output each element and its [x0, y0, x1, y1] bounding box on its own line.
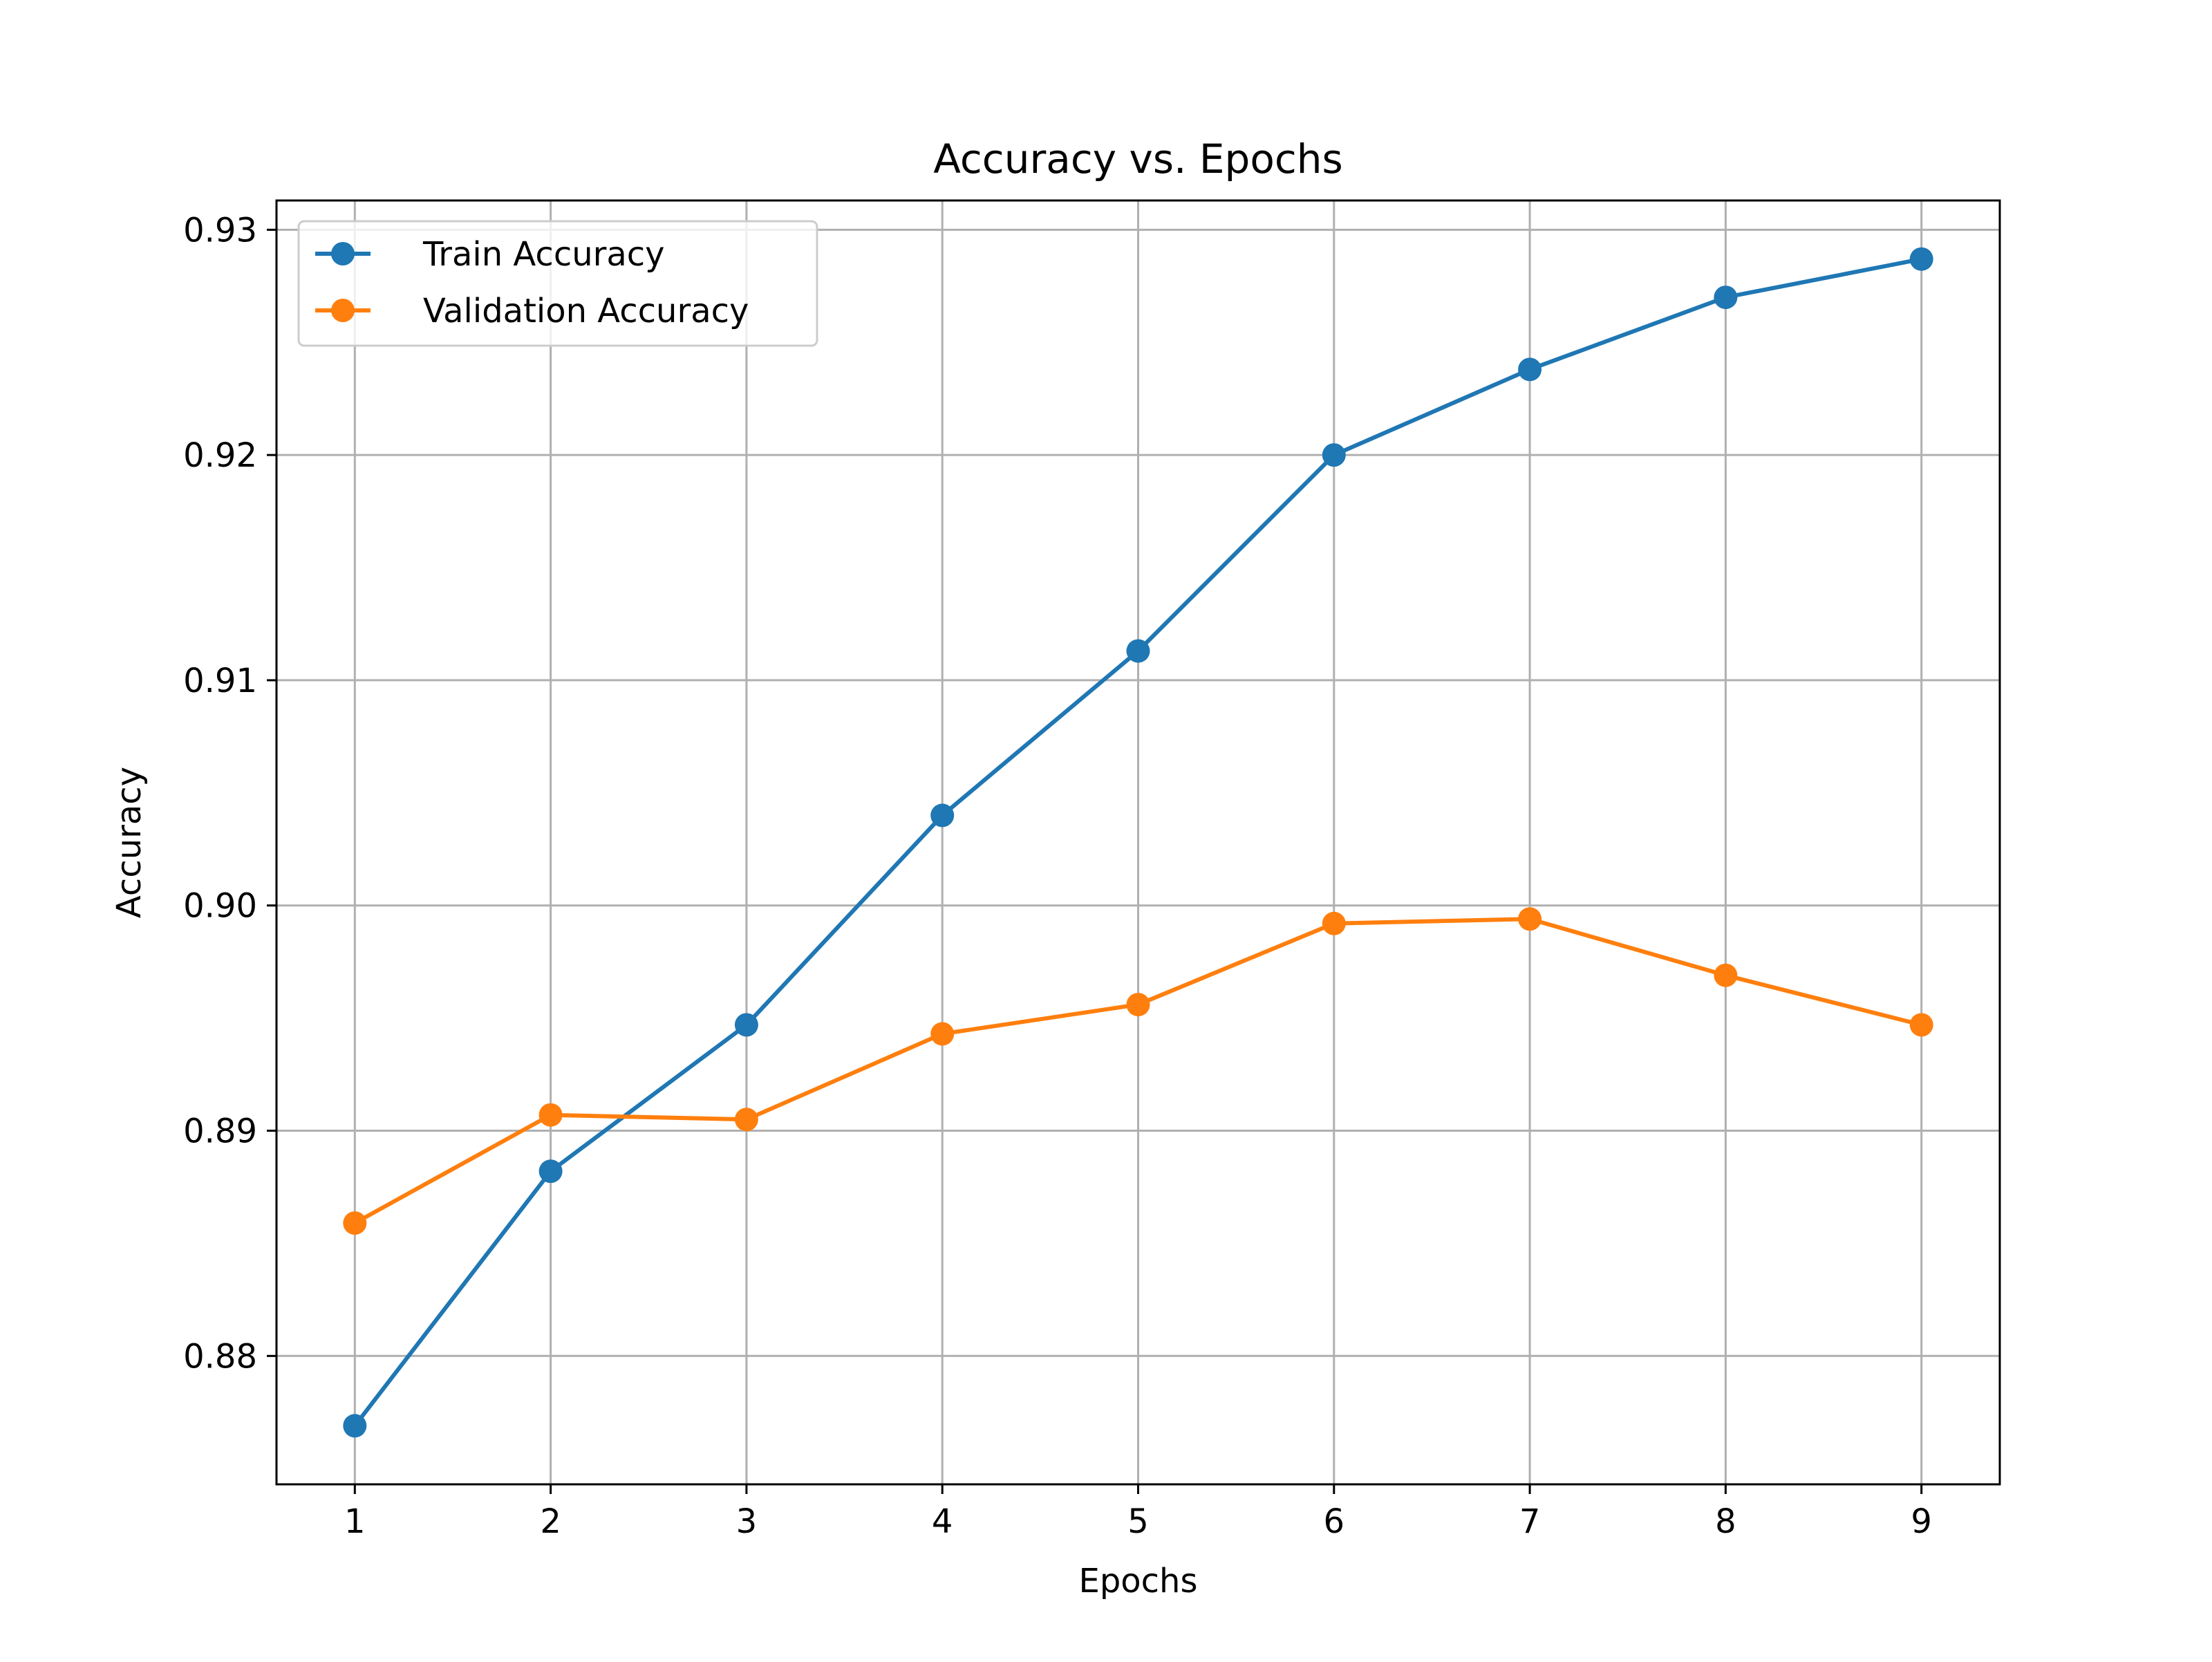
- chart-title: Accuracy vs. Epochs: [933, 136, 1342, 183]
- data-point: [1714, 286, 1738, 310]
- data-point: [930, 1022, 955, 1046]
- data-point: [1909, 247, 1933, 271]
- y-tick-label: 0.92: [183, 436, 257, 475]
- y-tick-label: 0.90: [183, 887, 257, 926]
- legend-marker: [331, 242, 355, 265]
- data-point: [1909, 1013, 1933, 1037]
- data-point: [1322, 443, 1346, 467]
- axis-ticks: 1 2 3 4 5 6 7 8 9 0.88 0.89 0.90 0.91 0.92 0.93: [183, 211, 1932, 1541]
- x-tick-label: 3: [736, 1502, 758, 1541]
- data-point: [734, 1108, 758, 1132]
- x-tick-label: 9: [1911, 1502, 1932, 1541]
- x-tick-label: 1: [344, 1502, 366, 1541]
- y-tick-label: 0.88: [183, 1337, 257, 1376]
- x-tick-label: 2: [540, 1502, 561, 1541]
- x-axis-label: Epochs: [1079, 1562, 1198, 1600]
- data-point: [930, 803, 955, 828]
- x-tick-label: 8: [1715, 1502, 1736, 1541]
- data-point: [1714, 963, 1738, 987]
- data-point: [343, 1211, 367, 1235]
- data-point: [1126, 993, 1150, 1017]
- legend-box: [297, 220, 818, 347]
- y-tick-label: 0.91: [183, 662, 257, 700]
- data-point: [1518, 357, 1542, 382]
- series-train-accuracy: [343, 247, 1933, 1438]
- y-tick-label: 0.93: [183, 211, 257, 250]
- legend-label: Validation Accuracy: [423, 292, 749, 330]
- x-tick-label: 6: [1324, 1502, 1345, 1541]
- grid: [276, 200, 2000, 1484]
- y-axis-label: Accuracy: [110, 767, 149, 918]
- data-point: [1126, 639, 1150, 663]
- legend-label: Train Accuracy: [422, 235, 665, 274]
- data-point: [538, 1103, 563, 1127]
- series-validation-accuracy: [343, 907, 1933, 1235]
- data-point: [1518, 907, 1542, 931]
- legend-item: Validation Accuracy: [315, 292, 749, 330]
- series-layer: [343, 247, 1933, 1438]
- y-tick-label: 0.89: [183, 1112, 257, 1151]
- legend: Train Accuracy Validation Accuracy: [297, 220, 818, 347]
- data-point: [734, 1013, 758, 1037]
- x-tick-label: 7: [1519, 1502, 1541, 1541]
- data-point: [343, 1414, 367, 1438]
- legend-item: Train Accuracy: [315, 235, 665, 274]
- legend-marker: [331, 299, 355, 322]
- x-tick-label: 4: [932, 1502, 953, 1541]
- data-point: [1322, 911, 1346, 935]
- x-tick-label: 5: [1127, 1502, 1149, 1541]
- data-point: [538, 1159, 563, 1184]
